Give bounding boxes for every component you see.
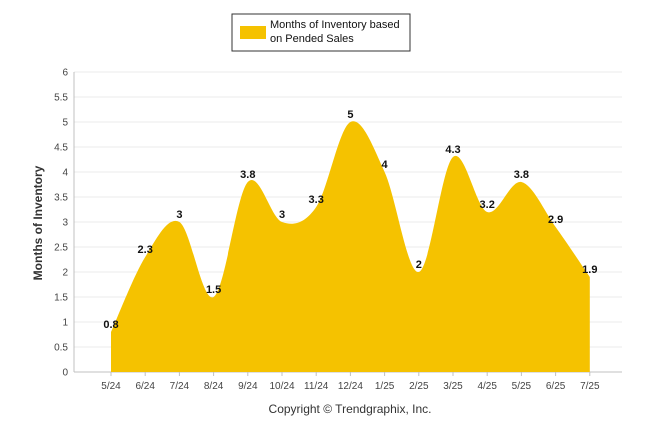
y-tick-label: 0.5 bbox=[54, 343, 68, 354]
x-tick-label: 4/25 bbox=[477, 381, 497, 392]
y-tick-label: 2 bbox=[62, 268, 68, 279]
y-tick-label: 5 bbox=[62, 118, 68, 129]
data-label: 5 bbox=[347, 109, 353, 121]
legend-label-line1: Months of Inventory based bbox=[270, 19, 400, 31]
x-tick-label: 1/25 bbox=[375, 381, 395, 392]
x-tick-label: 5/24 bbox=[101, 381, 121, 392]
data-label: 2.9 bbox=[548, 214, 563, 226]
x-tick-label: 7/24 bbox=[170, 381, 190, 392]
x-tick-label: 12/24 bbox=[338, 381, 363, 392]
x-tick-label: 11/24 bbox=[304, 381, 329, 392]
data-label: 3.8 bbox=[514, 169, 529, 181]
y-tick-label: 1.5 bbox=[54, 293, 68, 304]
data-label: 3.3 bbox=[309, 194, 324, 206]
data-label: 3 bbox=[176, 209, 182, 221]
data-label: 3 bbox=[279, 209, 285, 221]
y-axis-ticks: 0 0.5 1 1.5 2 2.5 3 3.5 4 4.5 5 5.5 6 bbox=[54, 68, 68, 379]
y-tick-label: 6 bbox=[62, 68, 68, 79]
data-label: 4.3 bbox=[445, 144, 460, 156]
x-tick-label: 9/24 bbox=[238, 381, 258, 392]
copyright-text: Copyright © Trendgraphix, Inc. bbox=[269, 402, 432, 416]
area-fill bbox=[111, 121, 590, 373]
x-tick-label: 10/24 bbox=[269, 381, 294, 392]
x-tick-label: 2/25 bbox=[409, 381, 429, 392]
y-axis-title: Months of Inventory bbox=[31, 165, 45, 280]
y-tick-label: 0 bbox=[62, 368, 68, 379]
x-tick-label: 3/25 bbox=[443, 381, 463, 392]
y-tick-label: 5.5 bbox=[54, 93, 68, 104]
y-tick-label: 4 bbox=[62, 168, 68, 179]
data-label: 3.8 bbox=[240, 169, 255, 181]
y-tick-label: 4.5 bbox=[54, 143, 68, 154]
data-label: 2 bbox=[416, 259, 422, 271]
x-tick-label: 7/25 bbox=[580, 381, 600, 392]
data-label: 2.3 bbox=[138, 244, 153, 256]
x-axis-ticks: 5/24 6/24 7/24 8/24 9/24 10/24 11/24 12/24 1/25 2… bbox=[101, 372, 600, 392]
data-label: 0.8 bbox=[103, 319, 118, 331]
x-tick-label: 8/24 bbox=[204, 381, 224, 392]
data-label: 3.2 bbox=[480, 199, 495, 211]
legend: Months of Inventory based on Pended Sale… bbox=[231, 13, 411, 52]
x-tick-label: 6/25 bbox=[546, 381, 566, 392]
data-label: 1.5 bbox=[206, 284, 221, 296]
x-tick-label: 5/25 bbox=[512, 381, 532, 392]
y-tick-label: 1 bbox=[62, 318, 68, 329]
y-tick-label: 3.5 bbox=[54, 193, 68, 204]
data-labels: 0.8 2.3 3 1.5 3.8 3 3.3 5 4 2 4.3 3.2 3.8 2.9 1.9 bbox=[103, 109, 597, 331]
area-series bbox=[111, 121, 590, 373]
data-label: 1.9 bbox=[582, 264, 597, 276]
y-tick-label: 2.5 bbox=[54, 243, 68, 254]
legend-label-line2: on Pended Sales bbox=[270, 33, 354, 45]
data-label: 4 bbox=[382, 159, 389, 171]
legend-swatch bbox=[240, 26, 266, 39]
y-tick-label: 3 bbox=[62, 218, 68, 229]
x-tick-label: 6/24 bbox=[135, 381, 155, 392]
